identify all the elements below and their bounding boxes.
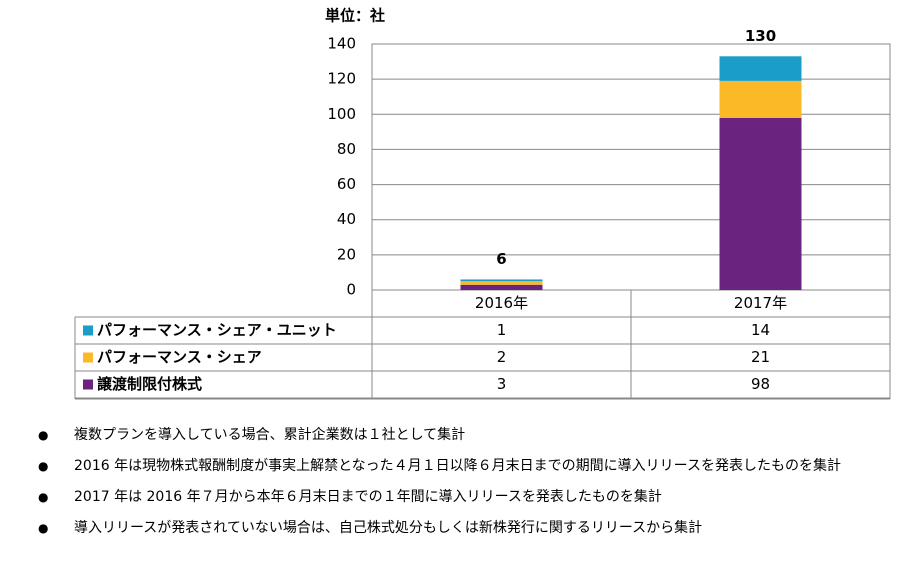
legend-swatch: [83, 325, 93, 336]
table-value: 1: [497, 321, 507, 339]
legend-label: 譲渡制限付株式: [97, 375, 202, 393]
y-tick-label: 0: [346, 281, 356, 299]
legend-label: パフォーマンス・シェア: [97, 348, 262, 366]
y-tick-label: 80: [337, 140, 356, 158]
y-tick-label: 20: [337, 245, 356, 263]
note: 導入リリースが発表されていない場合は、自己株式処分もしくは新株発行に関するリリー…: [38, 513, 888, 544]
plot-border: [371, 43, 891, 291]
note: 複数プランを導入している場合、累計企業数は１社として集計: [38, 420, 888, 451]
legend-swatch: [83, 379, 93, 390]
table-value: 14: [751, 321, 770, 339]
bar-segment: [719, 117, 802, 290]
table-value: 21: [751, 348, 770, 366]
bar-segment: [460, 284, 543, 290]
note: 2017 年は 2016 年７月から本年６月末日までの１年間に導入リリースを発表…: [38, 482, 888, 513]
bar-segment: [460, 279, 543, 282]
y-tick-label: 100: [327, 105, 356, 123]
bar-segment: [719, 56, 802, 81]
legend-label: パフォーマンス・シェア・ユニット: [97, 321, 337, 339]
table-value: 2: [497, 348, 507, 366]
table-value: 3: [497, 375, 507, 393]
x-tick-label: 2016年: [475, 294, 528, 312]
table-value: 98: [751, 375, 770, 393]
total-label: 6: [496, 250, 506, 268]
chart: 単位：社 0 20 40 60 80 100 120 140 パフォーマンス・シェア・ユニットパ…: [74, 7, 891, 400]
unit-label: 単位：社: [325, 7, 385, 25]
y-tick-label: 40: [337, 210, 356, 228]
note: 2016 年は現物株式報酬制度が事実上解禁となった４月１日以降６月末日までの期間…: [38, 451, 888, 482]
notes: 複数プランを導入している場合、累計企業数は１社として集計2016 年は現物株式報…: [38, 420, 888, 544]
bar-segment: [719, 80, 802, 118]
x-tick-label: 2017年: [734, 294, 787, 312]
y-tick-label: 60: [337, 175, 356, 193]
bar-segment: [460, 281, 543, 285]
y-tick-label: 140: [327, 35, 356, 53]
total-label: 130: [745, 27, 776, 45]
legend-swatch: [83, 352, 93, 363]
y-tick-label: 120: [327, 70, 356, 88]
